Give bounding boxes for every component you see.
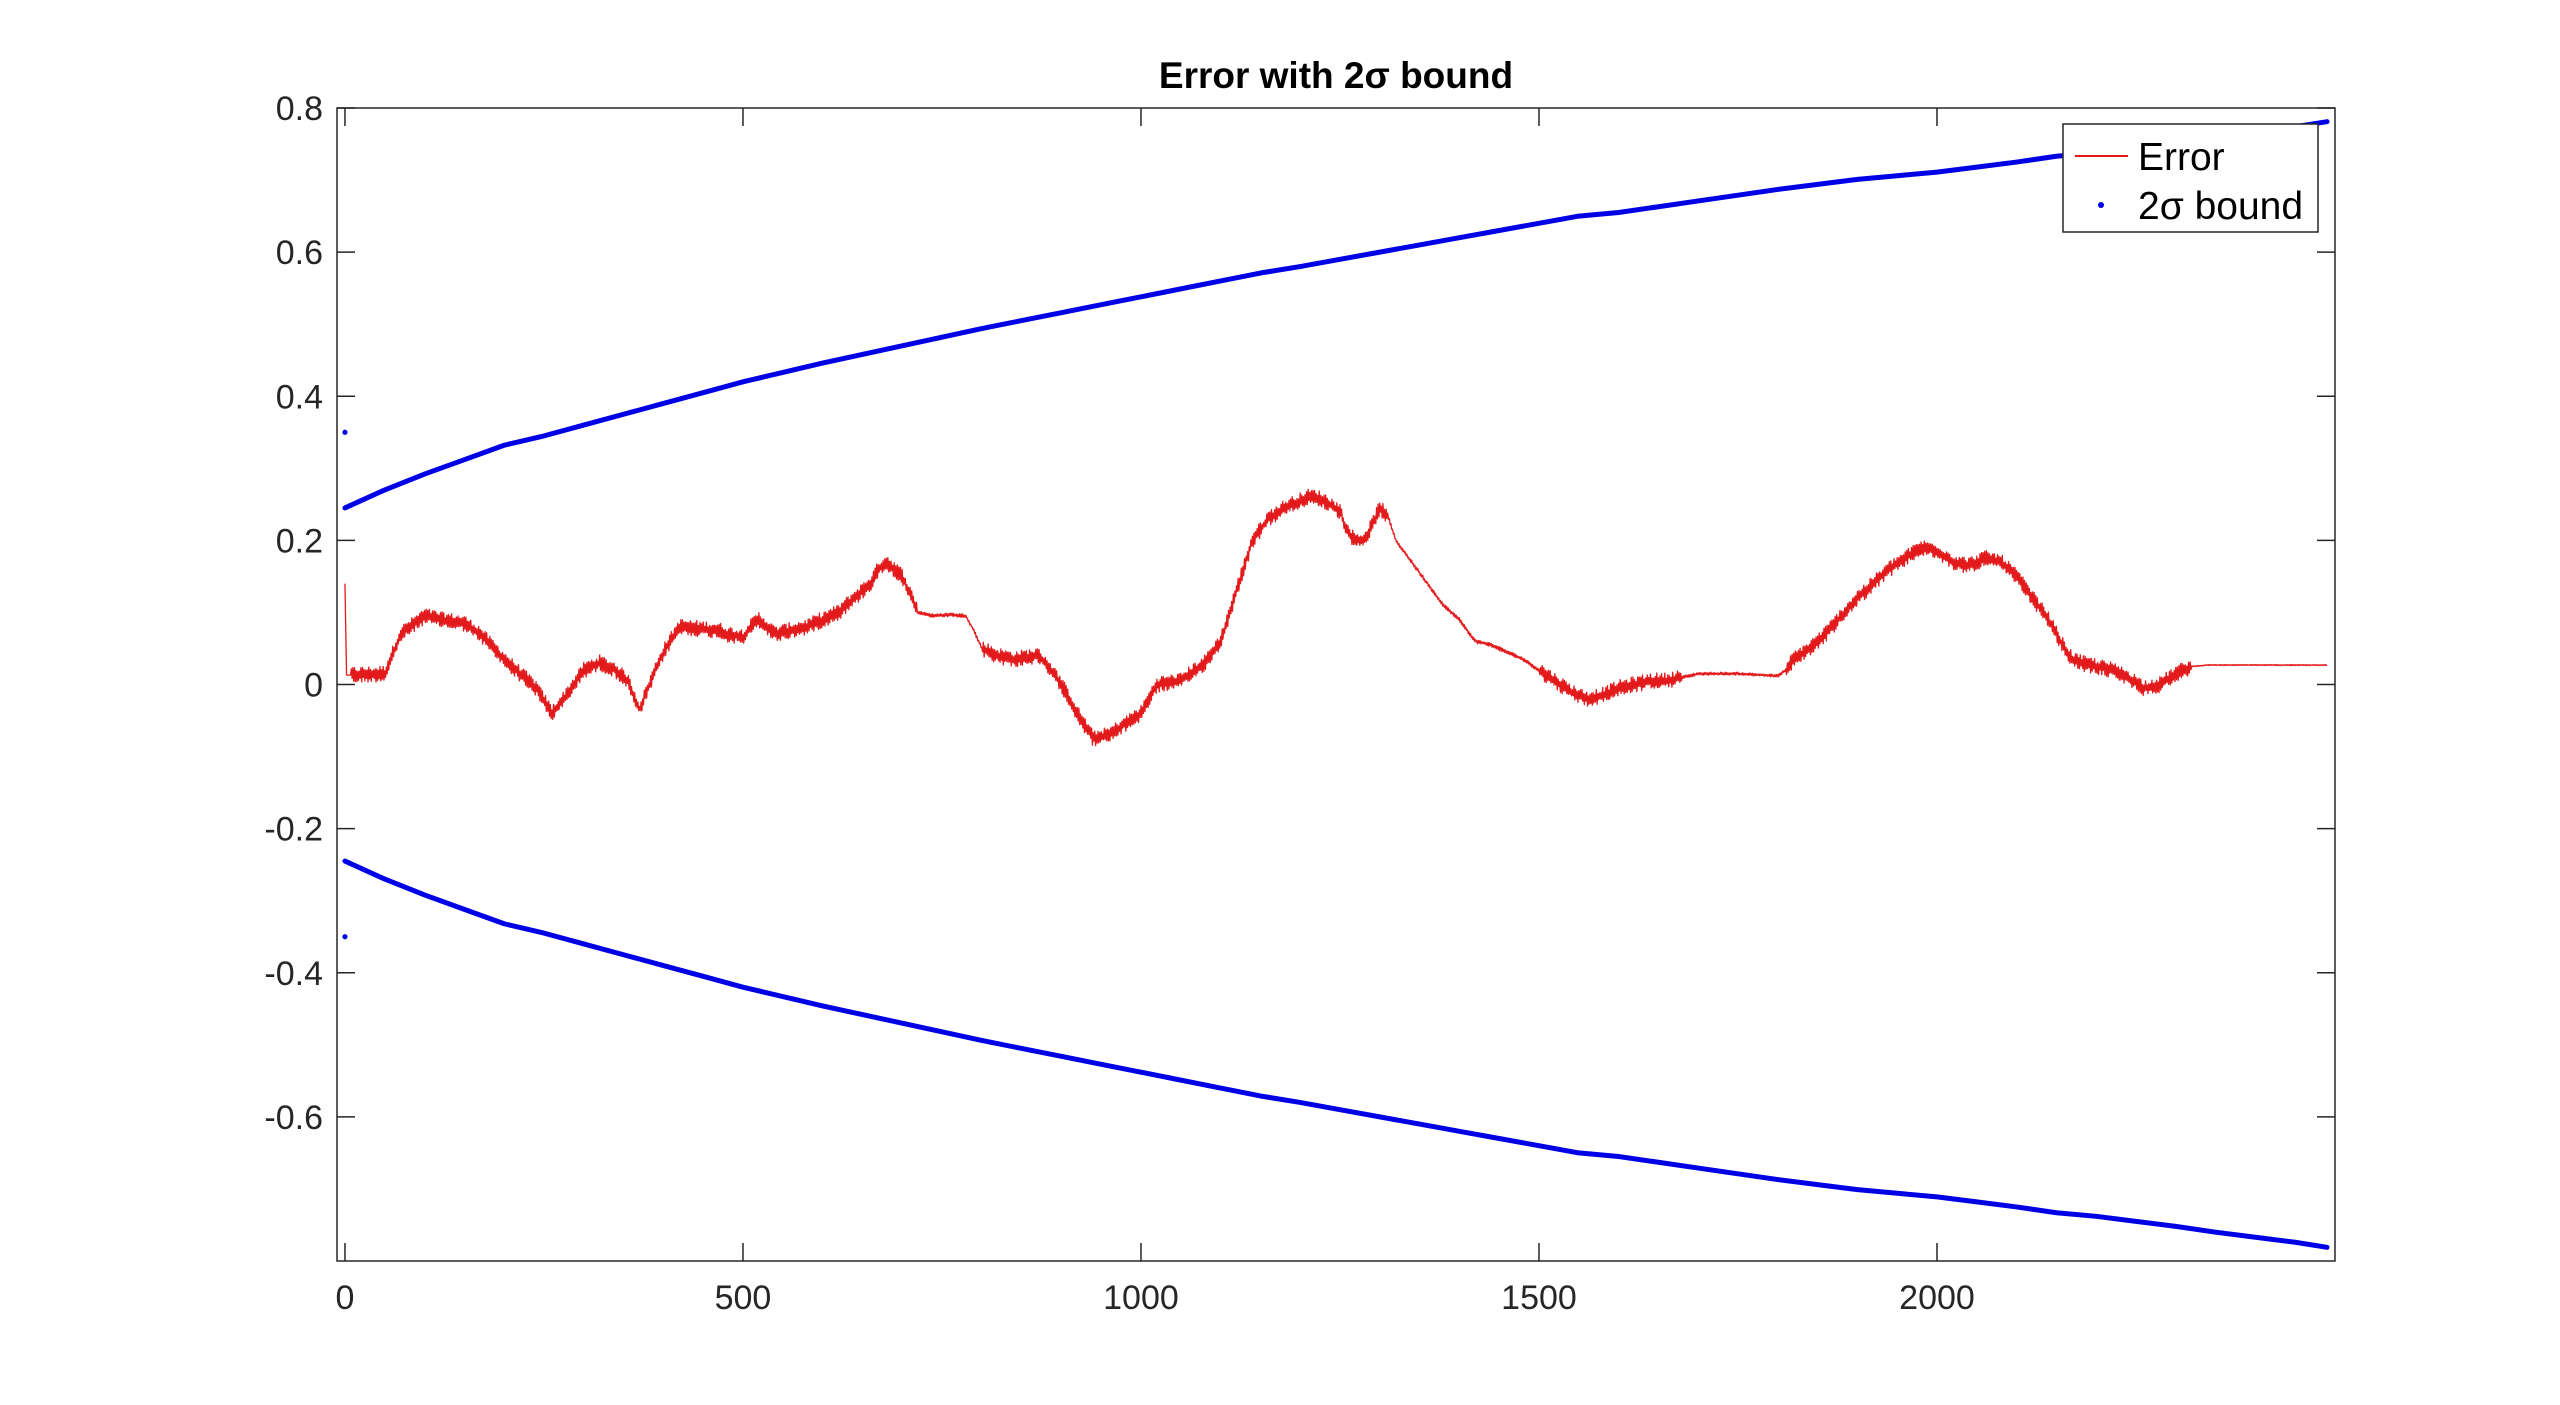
- bound-outlier-point: [342, 429, 348, 435]
- ticks-layer: 0 500 1000 1500 2000 0.8 0.6 0.4 0.2 0 -0.2 -0.4 -0.…: [264, 90, 2335, 1317]
- axes-box: [336, 107, 2336, 1262]
- y-tick-label: 0: [304, 667, 323, 705]
- x-tick-label: 1500: [1501, 1279, 1577, 1317]
- series-error-line: [344, 488, 2328, 747]
- y-tick-label: 0.4: [276, 378, 323, 416]
- series-bound-lower: [342, 858, 2330, 1250]
- y-tick-label: -0.6: [264, 1099, 323, 1137]
- y-tick-label: 0.8: [276, 90, 323, 128]
- x-tick-label: 500: [715, 1279, 772, 1317]
- legend-box: [2062, 123, 2319, 233]
- y-tick-label: 0.6: [276, 234, 323, 272]
- series-bound-upper: [342, 119, 2330, 511]
- plot-area: [337, 108, 2335, 1261]
- x-tick-label: 1000: [1103, 1279, 1179, 1317]
- y-tick-label: -0.4: [264, 955, 323, 993]
- legend-bound-swatch: [2098, 202, 2104, 208]
- x-tick-label: 2000: [1899, 1279, 1975, 1317]
- legend-error-label: Error: [2138, 136, 2225, 179]
- x-tick-label: 0: [335, 1279, 354, 1317]
- bound-outlier-point: [342, 934, 348, 940]
- chart-title: Error with 2σ bound: [1159, 55, 1513, 96]
- legend-bound-label: 2σ bound: [2138, 185, 2303, 228]
- legend: Error 2σ bound: [2062, 123, 2319, 233]
- series-layer: [342, 119, 2330, 1250]
- y-tick-label: 0.2: [276, 522, 323, 560]
- y-tick-label: -0.2: [264, 811, 323, 849]
